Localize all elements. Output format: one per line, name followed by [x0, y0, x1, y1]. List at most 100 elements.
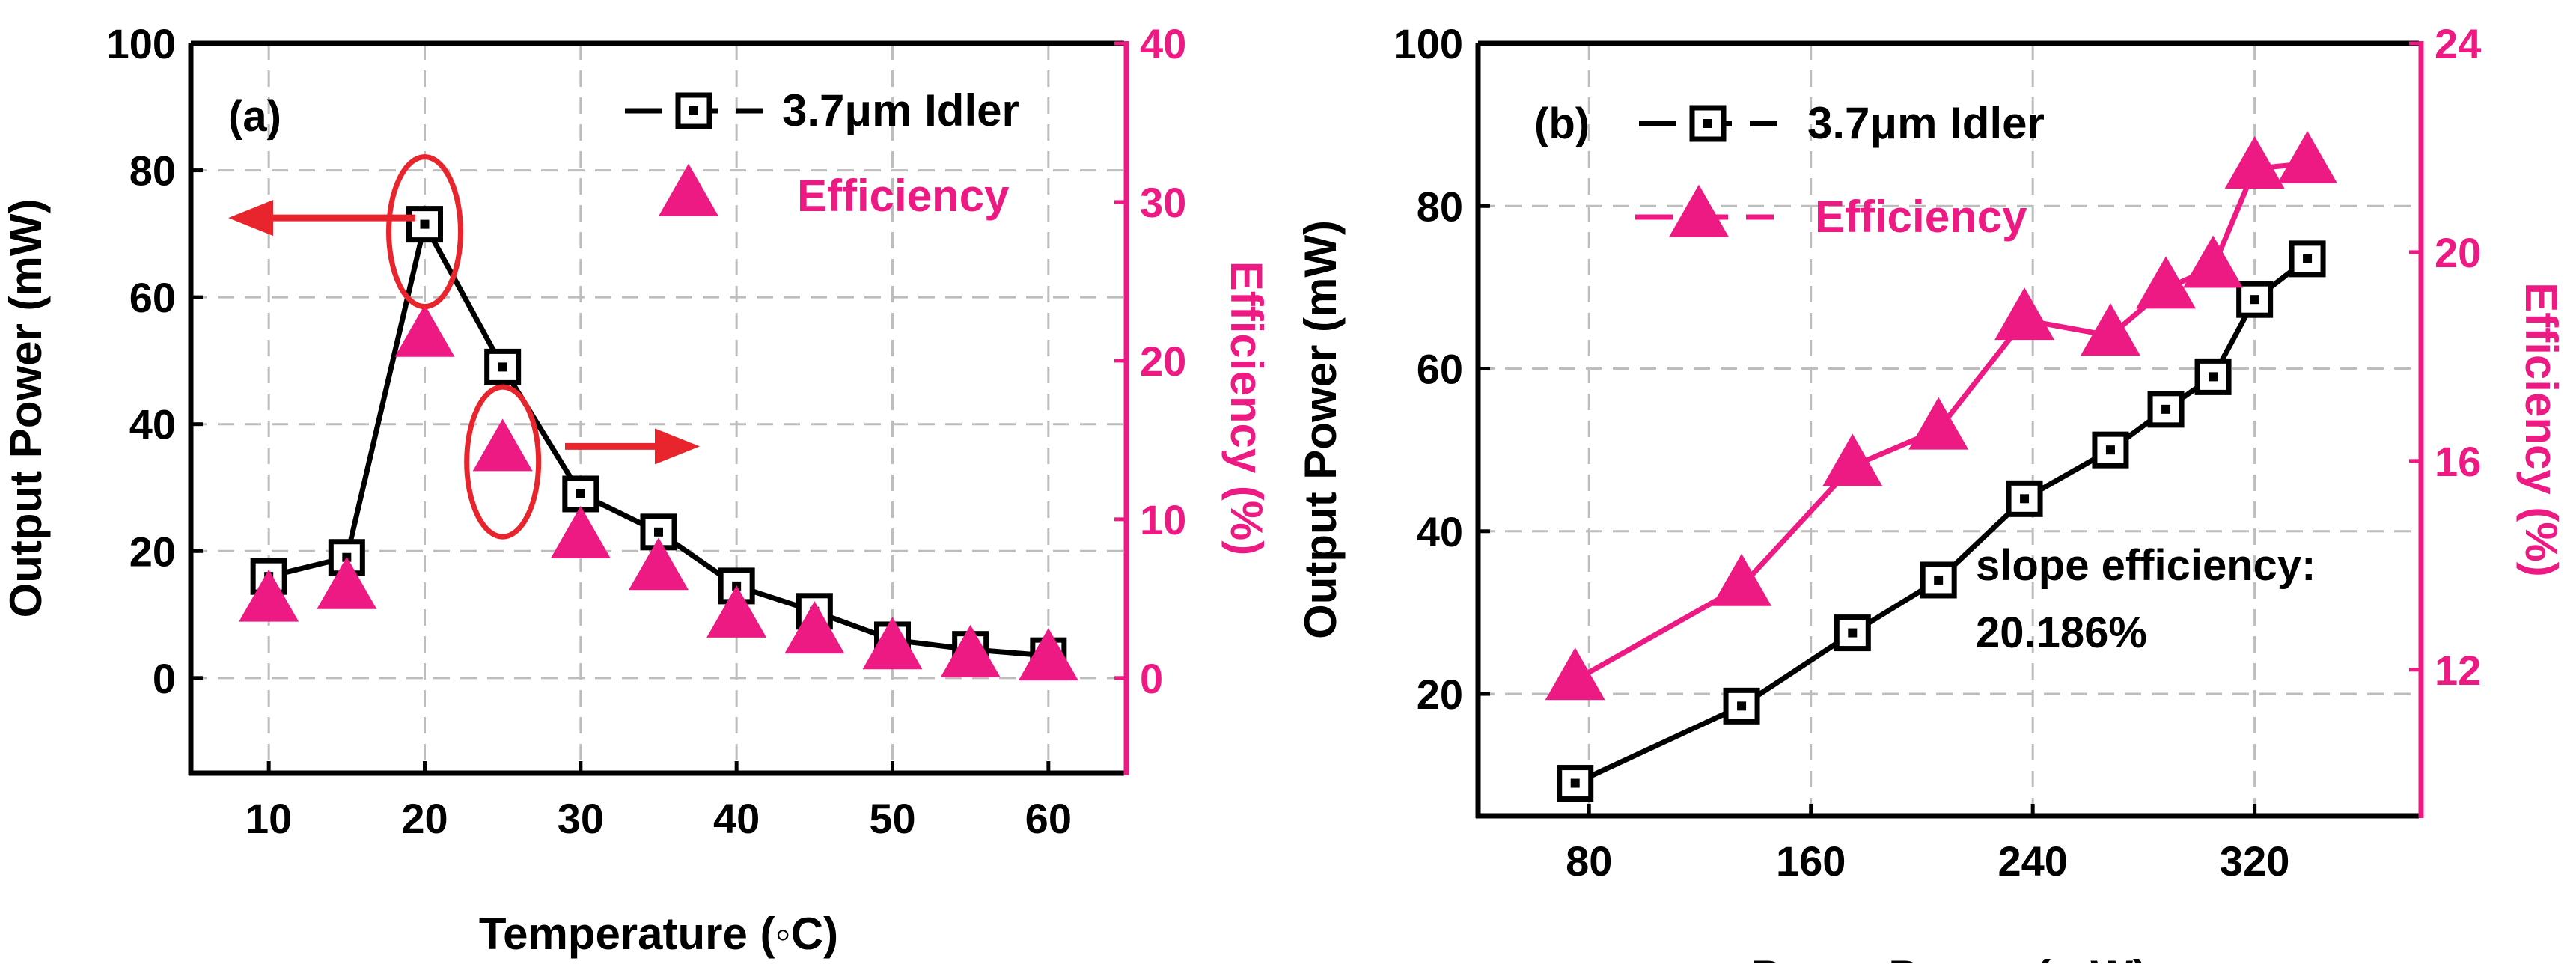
- a-series-1-point-4: [550, 505, 611, 558]
- b-series-1-line: [1573, 160, 2308, 683]
- a-annotation-ellipse-0: [386, 154, 463, 310]
- b-series-0-point-0-dot: [1570, 778, 1580, 788]
- b-series-0-point-7: [2194, 358, 2232, 395]
- b-legend-marker-0: [1689, 105, 1727, 142]
- b-series-1-point-6: [2136, 256, 2197, 309]
- a-x-tick-label-1: 20: [401, 795, 448, 842]
- b-series-0-point-0: [1557, 765, 1594, 802]
- b-legend-marker-1: [1669, 184, 1729, 237]
- b-yr-tick-label-1: 16: [2435, 438, 2481, 485]
- b-series-0-point-8-dot: [2250, 295, 2259, 305]
- b-x-axis-label: Pump Power (mW): [1751, 951, 2148, 963]
- b-series-0-point-7-dot: [2209, 372, 2218, 382]
- b-series-0-point-2: [1834, 614, 1871, 652]
- b-x-tick-label-3: 320: [2220, 838, 2289, 885]
- a-y-left-axis-label: Output Power (mW): [1, 199, 51, 618]
- a-yr-tick-label-3: 30: [1140, 179, 1186, 226]
- b-series-0-point-6: [2147, 391, 2185, 428]
- a-series-1-point-0: [239, 569, 299, 622]
- b-series-0-point-3-dot: [1934, 575, 1944, 585]
- a-series-0-point-5-dot: [654, 527, 663, 537]
- a-annotation-arrow-left-head: [228, 200, 273, 237]
- a-series-1-point-3: [472, 418, 533, 472]
- a-series-0-point-2-dot: [420, 219, 430, 229]
- b-series-0-point-4: [2006, 480, 2043, 517]
- a-yl-tick-label-5: 100: [106, 20, 176, 67]
- a-yl-tick-label-1: 20: [129, 528, 176, 575]
- b-y-left-axis-label: Output Power (mW): [1295, 220, 1346, 639]
- a-series-1-point-9: [940, 624, 1001, 677]
- a-yl-tick-label-3: 60: [129, 274, 176, 321]
- a-series-1-point-5: [629, 537, 689, 591]
- a-series-1-point-6: [706, 585, 767, 638]
- b-series-0-point-9: [2289, 240, 2326, 278]
- a-annotation-arrow-right-head: [655, 428, 700, 465]
- b-series-0-point-8: [2236, 281, 2274, 318]
- b-series-0-point-2-dot: [1848, 628, 1858, 638]
- a-x-tick-label-0: 10: [245, 795, 292, 842]
- b-series-1-point-7: [2183, 235, 2244, 288]
- a-x-tick-label-2: 30: [558, 795, 604, 842]
- b-yr-tick-label-0: 12: [2435, 647, 2481, 694]
- b-series-0-point-5: [2092, 431, 2129, 469]
- b-series-0-point-2-outer: [1834, 614, 1871, 652]
- a-yl-tick-label-4: 80: [129, 147, 176, 195]
- b-series-1-point-2: [1822, 433, 1883, 486]
- a-series-0-point-3: [484, 348, 522, 385]
- b-series-1-point-9: [2277, 130, 2338, 183]
- b-slope-text-line-0: slope efficiency:: [1976, 541, 2316, 590]
- b-yr-tick-label-2: 20: [2435, 229, 2481, 276]
- b-series-1-point-1: [1712, 553, 1772, 606]
- a-series-1-point-1: [317, 556, 377, 609]
- b-series-0-line: [1574, 257, 2310, 786]
- a-series-1-point-7: [784, 601, 845, 654]
- b-series-0-point-1: [1723, 687, 1760, 725]
- a-series-1-point-8: [862, 617, 923, 670]
- chart-panel-a: 10 20 30 40 50 60 0 20 40 60 80 100 0 10 20 30 40 Tempera…: [1, 20, 1272, 959]
- b-yl-tick-label-0: 20: [1417, 671, 1463, 718]
- a-yr-tick-label-0: 0: [1140, 655, 1163, 702]
- b-x-tick-label-2: 240: [1997, 838, 2067, 885]
- b-series-0-point-3: [1920, 561, 1957, 599]
- b-series-1-point-4: [1994, 287, 2055, 341]
- b-series-1-point-3: [1908, 397, 1969, 450]
- a-legend-label-1: Efficiency: [797, 171, 1010, 221]
- b-series-0-point-4-outer: [2006, 480, 2043, 517]
- a-series-0-point-4: [562, 475, 599, 513]
- b-yl-tick-label-1: 40: [1417, 508, 1463, 555]
- a-yr-tick-label-1: 10: [1140, 496, 1186, 543]
- a-y-right-axis-label: Efficiency (%): [1221, 261, 1272, 555]
- chart-panel-b: 80 160 240 320 20 40 60 80 100 12 16 20 24 Pump Power…: [1295, 20, 2566, 967]
- a-series-0-point-4-dot: [576, 489, 585, 498]
- a-yr-tick-label-2: 20: [1140, 338, 1186, 385]
- b-series-0-point-4-dot: [2020, 494, 2030, 504]
- b-legend-marker-0-dot: [1703, 119, 1712, 128]
- a-x-axis-label: Temperature (◦C): [479, 909, 838, 959]
- b-series-1-point-8: [2224, 135, 2285, 189]
- b-x-tick-label-1: 160: [1776, 838, 1846, 885]
- a-series-1-point-2: [394, 304, 455, 357]
- a-series-0-point-2: [406, 206, 443, 243]
- b-series-1-point-0: [1545, 647, 1605, 701]
- b-yl-tick-label-2: 60: [1417, 346, 1463, 393]
- b-series-0-point-5-dot: [2105, 445, 2115, 455]
- a-x-tick-label-4: 50: [869, 795, 915, 842]
- a-legend-label-0: 3.7μm Idler: [782, 85, 1019, 135]
- b-y-right-axis-label: Efficiency (%): [2516, 282, 2566, 576]
- b-legend-label-1: Efficiency: [1815, 192, 2027, 242]
- b-legend-label-0: 3.7μm Idler: [1807, 98, 2045, 148]
- a-legend-marker-0: [675, 92, 712, 129]
- b-series-0-point-1-dot: [1737, 701, 1747, 711]
- b-yl-tick-label-4: 100: [1394, 20, 1463, 67]
- a-panel-label: (a): [228, 92, 281, 141]
- b-series-1-point-5: [2080, 303, 2140, 356]
- b-series-0-point-9-dot: [2303, 254, 2313, 263]
- a-legend-marker-1: [659, 163, 718, 216]
- b-yl-tick-label-3: 80: [1417, 183, 1463, 230]
- a-series-0-point-3-dot: [498, 362, 507, 372]
- a-series-1-point-10: [1018, 628, 1078, 681]
- b-slope-text-line-1: 20.186%: [1976, 608, 2147, 657]
- b-x-tick-label-0: 80: [1566, 838, 1612, 885]
- a-annotation-ellipse-1: [464, 384, 542, 540]
